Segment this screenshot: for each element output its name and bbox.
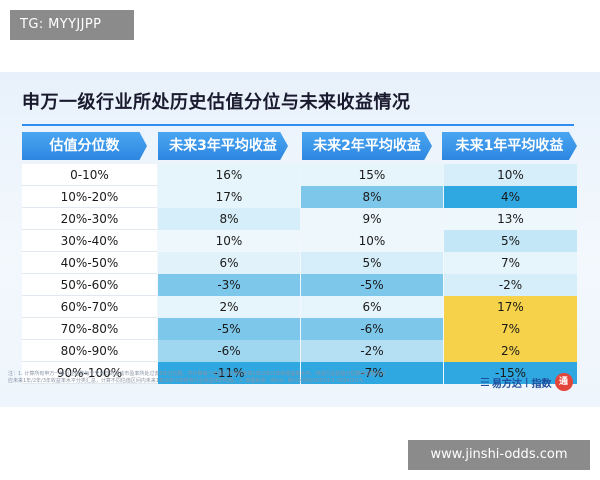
cell-1yr-return: 13% — [444, 208, 577, 230]
footnote: 注：1. 计算所有申万一级行业指数每个交易日的滚动市盈率所处过去5年分位数，并计… — [8, 371, 386, 384]
brand-name: 易方达 — [491, 378, 522, 390]
cell-2yr-return: 6% — [301, 296, 443, 318]
cell-2yr-return: 8% — [301, 186, 443, 208]
cell-2yr-return: 9% — [301, 208, 443, 230]
page-title: 申万一级行业所处历史估值分位与未来收益情况 — [22, 92, 411, 113]
cell-1yr-return: 7% — [444, 318, 577, 340]
cell-1yr-return: -2% — [444, 274, 577, 296]
data-card: 申万一级行业所处历史估值分位与未来收益情况 估值分位数 未来3年平均收益 未来2… — [0, 72, 600, 407]
cell-3yr-return: 16% — [158, 164, 300, 186]
table-row: 0-10% 16% 15% 10% — [22, 164, 577, 186]
cell-3yr-return: 10% — [158, 230, 300, 252]
cell-2yr-return: 5% — [301, 252, 443, 274]
cell-3yr-return: -11% — [158, 362, 300, 384]
table-row: 60%-70% 2% 6% 17% — [22, 296, 577, 318]
cell-percentile: 50%-60% — [22, 274, 157, 296]
cell-2yr-return: -2% — [301, 340, 443, 362]
brand-seal-icon: 通 — [554, 373, 573, 391]
cell-3yr-return: -6% — [158, 340, 300, 362]
brand-separator: | — [524, 376, 529, 388]
cell-2yr-return: -6% — [301, 318, 443, 340]
brand-logo: ☰ 易方达 | 指数 通 — [480, 372, 573, 392]
header-valuation-percentile: 估值分位数 — [22, 132, 147, 160]
table-row: 80%-90% -6% -2% 2% — [22, 340, 577, 362]
cell-2yr-return: 10% — [301, 230, 443, 252]
cell-1yr-return: 4% — [444, 186, 577, 208]
cell-3yr-return: -3% — [158, 274, 300, 296]
table-row: 50%-60% -3% -5% -2% — [22, 274, 577, 296]
cell-percentile: 70%-80% — [22, 318, 157, 340]
cell-1yr-return: 10% — [444, 164, 577, 186]
header-3yr-return: 未来3年平均收益 — [158, 132, 288, 160]
cell-3yr-return: 17% — [158, 186, 300, 208]
brand-mark-icon: ☰ — [480, 375, 490, 389]
header-1yr-return: 未来1年平均收益 — [442, 132, 577, 160]
cell-1yr-return: 5% — [444, 230, 577, 252]
cell-percentile: 0-10% — [22, 164, 157, 186]
cell-2yr-return: -7% — [301, 362, 443, 384]
table-header: 估值分位数 未来3年平均收益 未来2年平均收益 未来1年平均收益 — [22, 132, 577, 160]
title-divider — [22, 124, 574, 126]
cell-1yr-return: -15% — [444, 362, 577, 384]
table-row: 10%-20% 17% 8% 4% — [22, 186, 577, 208]
cell-percentile: 40%-50% — [22, 252, 157, 274]
table-row: 40%-50% 6% 5% 7% — [22, 252, 577, 274]
cell-3yr-return: 6% — [158, 252, 300, 274]
cell-2yr-return: 15% — [301, 164, 443, 186]
cell-3yr-return: -5% — [158, 318, 300, 340]
brand-sub: 指数 — [531, 378, 552, 390]
cell-percentile: 20%-30% — [22, 208, 157, 230]
cell-1yr-return: 7% — [444, 252, 577, 274]
cell-percentile: 80%-90% — [22, 340, 157, 362]
table-row: 20%-30% 8% 9% 13% — [22, 208, 577, 230]
cell-percentile: 10%-20% — [22, 186, 157, 208]
cell-percentile: 30%-40% — [22, 230, 157, 252]
cell-1yr-return: 2% — [444, 340, 577, 362]
header-2yr-return: 未来2年平均收益 — [302, 132, 432, 160]
watermark: www.jinshi-odds.com — [408, 440, 590, 470]
cell-2yr-return: -5% — [301, 274, 443, 296]
table-row: 30%-40% 10% 10% 5% — [22, 230, 577, 252]
table-row: 90%-100% -11% -7% -15% — [22, 362, 577, 384]
cell-percentile: 60%-70% — [22, 296, 157, 318]
cell-3yr-return: 8% — [158, 208, 300, 230]
cell-1yr-return: 17% — [444, 296, 577, 318]
overlay-tag: TG: MYYJJPP — [10, 10, 134, 40]
cell-percentile: 90%-100% — [22, 362, 157, 384]
cell-3yr-return: 2% — [158, 296, 300, 318]
table-row: 70%-80% -5% -6% 7% — [22, 318, 577, 340]
